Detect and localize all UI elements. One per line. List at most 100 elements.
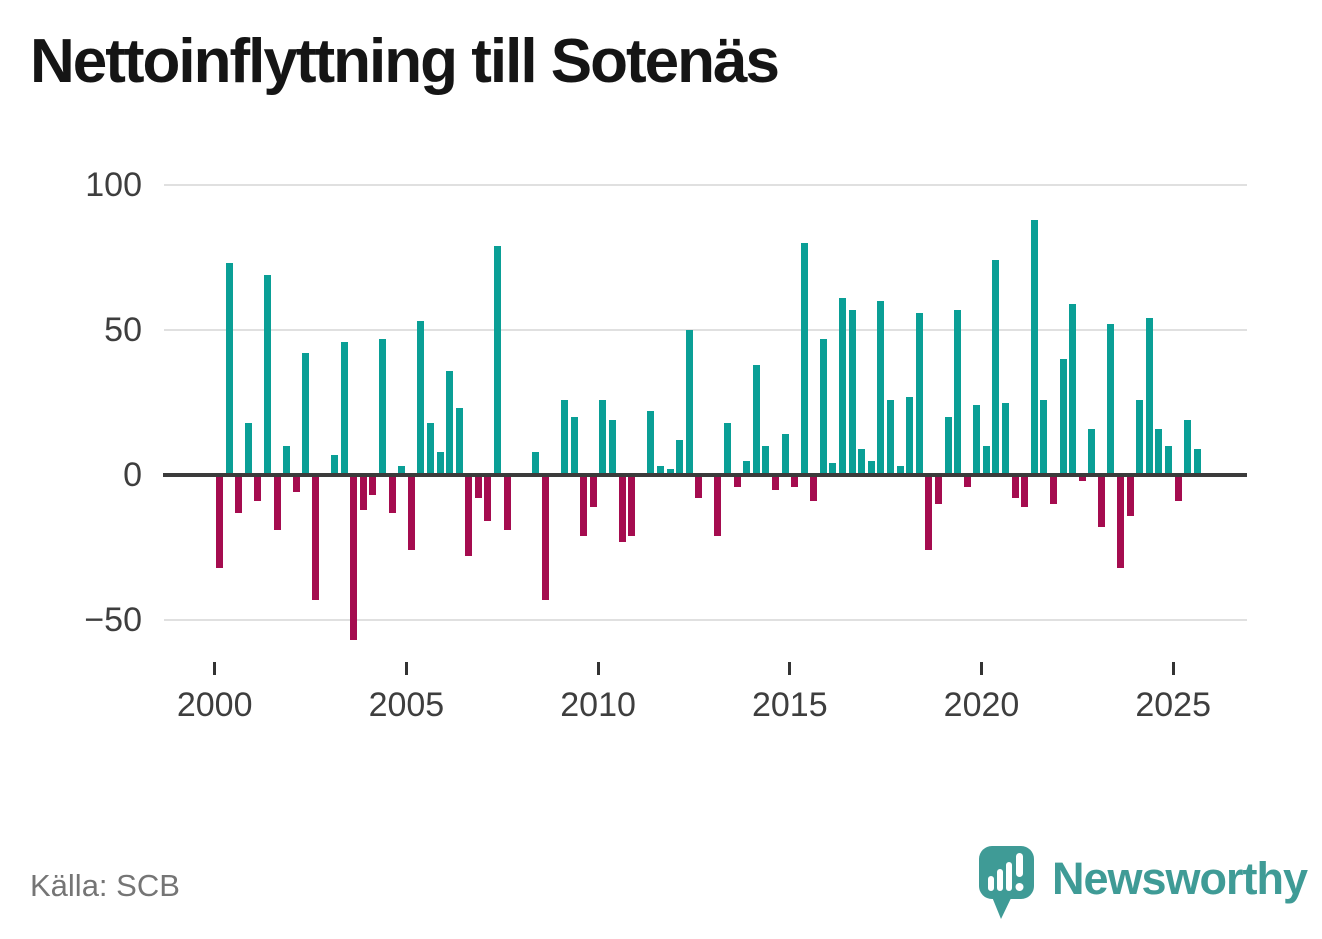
bar — [359, 475, 367, 510]
x-axis-tick — [213, 662, 217, 675]
bar — [1193, 448, 1201, 475]
bar — [877, 301, 885, 475]
x-axis-label: 2025 — [1135, 686, 1211, 724]
bar — [388, 475, 396, 513]
bar — [925, 475, 933, 551]
bar — [532, 451, 540, 475]
bar — [896, 466, 904, 475]
bar — [829, 463, 837, 475]
bar — [1059, 359, 1067, 475]
bar — [1030, 219, 1038, 475]
x-axis-label: 2010 — [560, 686, 636, 724]
bar — [1049, 475, 1057, 504]
bar — [561, 399, 569, 475]
bar — [484, 475, 492, 522]
y-axis-label: 0 — [123, 456, 142, 494]
bar — [791, 475, 799, 487]
gridline-100 — [164, 184, 1247, 186]
bar — [599, 399, 607, 475]
bar — [724, 422, 731, 475]
x-axis-label: 2000 — [176, 686, 253, 724]
bar — [407, 475, 415, 551]
bar — [1126, 475, 1134, 516]
bar — [934, 475, 942, 504]
newsworthy-bubble-chart-icon — [979, 846, 1034, 919]
bar — [570, 417, 578, 475]
bar — [963, 475, 971, 487]
newsworthy-wordmark: Newsworthy — [1052, 853, 1308, 904]
bar — [503, 475, 511, 531]
x-axis-tick — [788, 662, 792, 675]
bar — [771, 475, 779, 490]
x-axis-label: 2020 — [943, 686, 1020, 724]
bar — [446, 370, 453, 475]
bar — [743, 460, 751, 475]
bar — [474, 475, 482, 499]
zero-axis-line — [163, 473, 1247, 477]
bar — [618, 475, 626, 542]
bar — [676, 440, 684, 475]
bar — [455, 408, 463, 475]
bar — [340, 341, 348, 475]
bar — [292, 475, 300, 493]
bar — [465, 475, 473, 557]
page-title: Nettoinflyttning till Sotenäs — [30, 27, 780, 96]
bar — [1088, 428, 1096, 475]
bar — [685, 330, 693, 475]
bar — [858, 448, 866, 475]
bar — [819, 338, 827, 475]
newsworthy-logo: Newsworthy — [978, 842, 1308, 922]
bar — [263, 274, 271, 475]
x-axis-tick — [980, 662, 983, 675]
x-axis-tick — [1171, 662, 1175, 675]
bar — [848, 309, 856, 475]
bar — [1174, 475, 1182, 502]
bar — [541, 475, 549, 600]
bar — [982, 446, 990, 475]
bar — [628, 475, 636, 536]
bar — [954, 309, 961, 475]
bar — [244, 422, 252, 475]
bar — [1136, 399, 1144, 475]
x-axis-label: 2015 — [751, 686, 828, 724]
bar — [647, 411, 655, 475]
bar — [752, 364, 760, 475]
bar — [1145, 318, 1153, 475]
bar — [867, 460, 875, 475]
y-axis-label: 50 — [104, 311, 142, 349]
bar — [311, 475, 319, 600]
bar — [1164, 446, 1172, 475]
bar — [436, 451, 444, 475]
x-axis-tick — [596, 662, 600, 675]
gridline-50 — [164, 329, 1247, 331]
bar — [887, 399, 894, 475]
bar — [1097, 475, 1105, 528]
bar — [350, 475, 358, 641]
bar — [839, 298, 846, 475]
bar — [426, 422, 434, 475]
bar — [781, 434, 789, 475]
bar — [656, 466, 664, 475]
bar — [762, 446, 770, 475]
bar — [589, 475, 597, 507]
bar — [666, 469, 674, 475]
bar — [733, 475, 741, 487]
y-axis-label: 100 — [85, 166, 142, 204]
bar — [944, 417, 952, 475]
bar — [378, 338, 386, 475]
bar — [1040, 399, 1048, 475]
bar — [273, 475, 281, 531]
x-axis-label: 2005 — [368, 686, 445, 724]
bar — [216, 475, 223, 568]
bar — [1069, 303, 1077, 475]
bar — [580, 475, 588, 536]
gridline--50 — [164, 619, 1247, 621]
bar — [915, 312, 923, 475]
bar — [398, 466, 406, 475]
bar — [1021, 475, 1029, 507]
bar — [609, 419, 616, 475]
bar — [714, 475, 722, 536]
bar — [992, 260, 1000, 475]
bar — [1078, 475, 1086, 481]
